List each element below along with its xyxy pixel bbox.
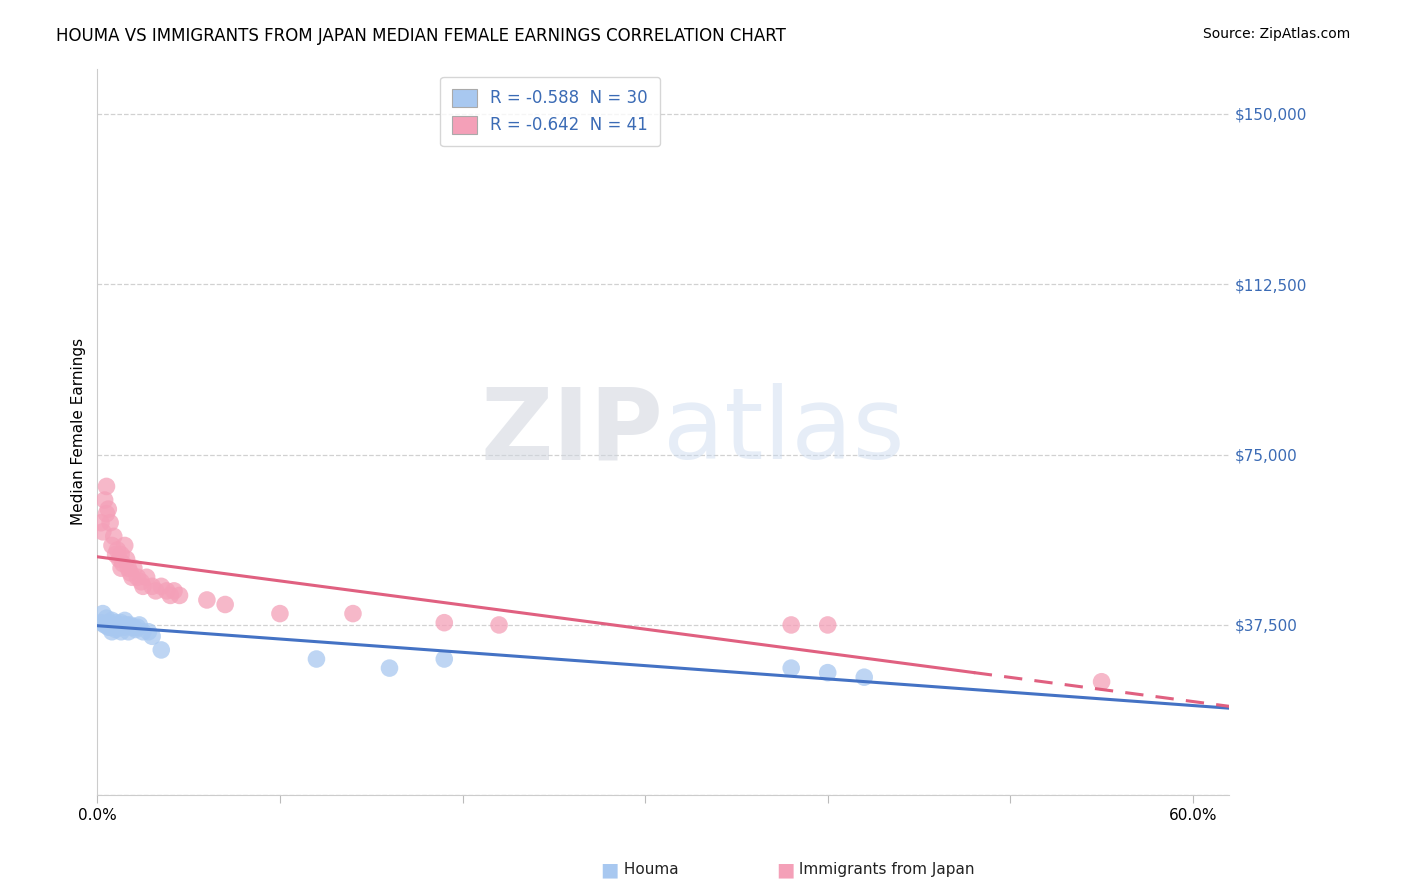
- Point: [114, 620, 136, 634]
- Point: [96, 507, 118, 521]
- Point: [125, 623, 148, 637]
- Point: [96, 479, 118, 493]
- Point: [817, 618, 839, 632]
- Text: atlas: atlas: [664, 384, 905, 481]
- Point: [96, 618, 118, 632]
- Text: ■: ■: [776, 860, 794, 880]
- Point: [93, 618, 115, 632]
- Point: [111, 618, 134, 632]
- Point: [122, 561, 145, 575]
- Legend: R = -0.588  N = 30, R = -0.642  N = 41: R = -0.588 N = 30, R = -0.642 N = 41: [440, 77, 659, 146]
- Point: [195, 593, 218, 607]
- Point: [104, 615, 127, 630]
- Point: [110, 548, 132, 562]
- Point: [120, 618, 142, 632]
- Point: [104, 623, 127, 637]
- Point: [90, 615, 112, 630]
- Point: [342, 607, 364, 621]
- Point: [103, 618, 125, 632]
- Point: [145, 583, 167, 598]
- Point: [97, 615, 120, 630]
- Point: [163, 583, 186, 598]
- Point: [135, 570, 157, 584]
- Point: [150, 579, 173, 593]
- Text: Immigrants from Japan: Immigrants from Japan: [794, 863, 974, 877]
- Point: [108, 552, 131, 566]
- Point: [96, 611, 118, 625]
- Point: [101, 624, 124, 639]
- Text: HOUMA VS IMMIGRANTS FROM JAPAN MEDIAN FEMALE EARNINGS CORRELATION CHART: HOUMA VS IMMIGRANTS FROM JAPAN MEDIAN FE…: [56, 27, 786, 45]
- Point: [159, 589, 181, 603]
- Point: [122, 620, 145, 634]
- Point: [305, 652, 328, 666]
- Point: [817, 665, 839, 680]
- Point: [121, 620, 143, 634]
- Point: [780, 661, 803, 675]
- Point: [111, 557, 134, 571]
- Point: [141, 579, 163, 593]
- Point: [129, 574, 152, 589]
- Point: [98, 516, 121, 530]
- Point: [269, 607, 291, 621]
- Text: ■: ■: [600, 860, 619, 880]
- Point: [780, 618, 803, 632]
- Point: [114, 539, 136, 553]
- Point: [98, 620, 121, 634]
- Point: [121, 570, 143, 584]
- Point: [169, 589, 191, 603]
- Point: [96, 618, 118, 632]
- Point: [433, 652, 456, 666]
- Point: [103, 529, 125, 543]
- Point: [488, 618, 510, 632]
- Point: [91, 607, 114, 621]
- Text: Source: ZipAtlas.com: Source: ZipAtlas.com: [1202, 27, 1350, 41]
- Point: [141, 629, 163, 643]
- Point: [107, 543, 129, 558]
- Point: [120, 566, 142, 580]
- Point: [115, 552, 138, 566]
- Point: [138, 624, 160, 639]
- Point: [127, 570, 149, 584]
- Point: [214, 598, 236, 612]
- Point: [103, 620, 125, 634]
- Point: [117, 561, 139, 575]
- Point: [108, 620, 131, 634]
- Point: [117, 624, 139, 639]
- Point: [853, 670, 876, 684]
- Y-axis label: Median Female Earnings: Median Female Earnings: [72, 338, 86, 525]
- Text: ZIP: ZIP: [481, 384, 664, 481]
- Point: [97, 620, 120, 634]
- Point: [97, 502, 120, 516]
- Point: [110, 615, 132, 630]
- Point: [128, 618, 150, 632]
- Point: [1090, 674, 1112, 689]
- Point: [90, 516, 112, 530]
- Point: [101, 614, 124, 628]
- Point: [91, 524, 114, 539]
- Point: [132, 579, 155, 593]
- Point: [98, 618, 121, 632]
- Point: [433, 615, 456, 630]
- Point: [114, 614, 136, 628]
- Point: [110, 561, 132, 575]
- Point: [150, 643, 173, 657]
- Point: [107, 618, 129, 632]
- Point: [104, 548, 127, 562]
- Point: [132, 624, 155, 639]
- Point: [101, 539, 124, 553]
- Point: [115, 618, 138, 632]
- Point: [127, 620, 149, 634]
- Point: [110, 624, 132, 639]
- Point: [156, 583, 179, 598]
- Point: [93, 493, 115, 508]
- Text: Houma: Houma: [619, 863, 678, 877]
- Point: [378, 661, 401, 675]
